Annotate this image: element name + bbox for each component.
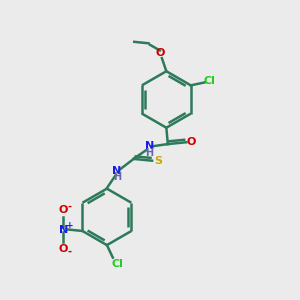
- Text: S: S: [154, 156, 162, 166]
- Text: H: H: [145, 148, 154, 158]
- Text: -: -: [68, 247, 72, 257]
- Text: H: H: [112, 172, 121, 182]
- Text: O: O: [156, 48, 165, 59]
- Text: Cl: Cl: [111, 259, 123, 269]
- Text: N: N: [145, 141, 154, 152]
- Text: +: +: [66, 221, 74, 230]
- Text: -: -: [68, 202, 72, 212]
- Text: N: N: [112, 166, 121, 176]
- Text: O: O: [58, 205, 68, 215]
- Text: N: N: [58, 224, 68, 235]
- Text: O: O: [187, 137, 196, 147]
- Text: Cl: Cl: [204, 76, 215, 86]
- Text: O: O: [58, 244, 68, 254]
